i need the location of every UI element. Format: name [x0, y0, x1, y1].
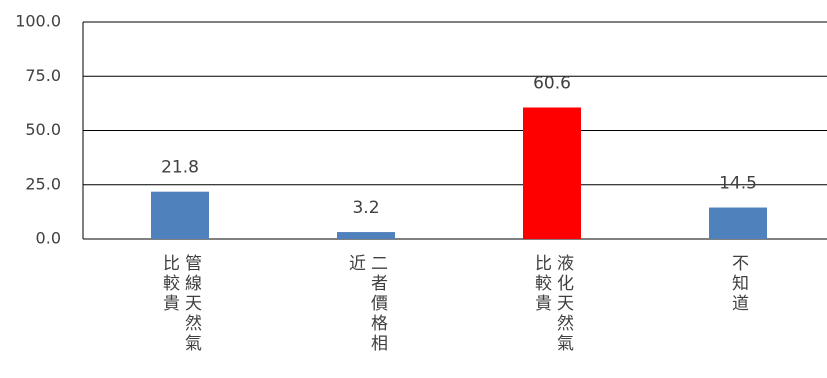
- y-tick-label: 100.0: [15, 12, 61, 31]
- value-label: 60.6: [533, 73, 571, 93]
- x-tick-label: 液化天然氣比較貴: [531, 254, 573, 354]
- value-label: 3.2: [352, 198, 379, 218]
- bar: [523, 107, 581, 239]
- bar: [151, 191, 209, 239]
- x-tick-label: 二者價格相近: [345, 254, 387, 354]
- value-label: 21.8: [161, 158, 199, 178]
- x-tick-label: 管線天然氣比較貴: [159, 254, 201, 354]
- y-tick-label: 25.0: [25, 174, 61, 193]
- y-tick-label: 50.0: [25, 120, 61, 139]
- x-tick-label: 不知道: [728, 254, 748, 314]
- y-tick-label: 75.0: [25, 66, 61, 85]
- y-tick-label: 0.0: [36, 229, 61, 248]
- value-label: 14.5: [719, 174, 757, 194]
- bar: [337, 232, 395, 239]
- bar: [709, 207, 767, 239]
